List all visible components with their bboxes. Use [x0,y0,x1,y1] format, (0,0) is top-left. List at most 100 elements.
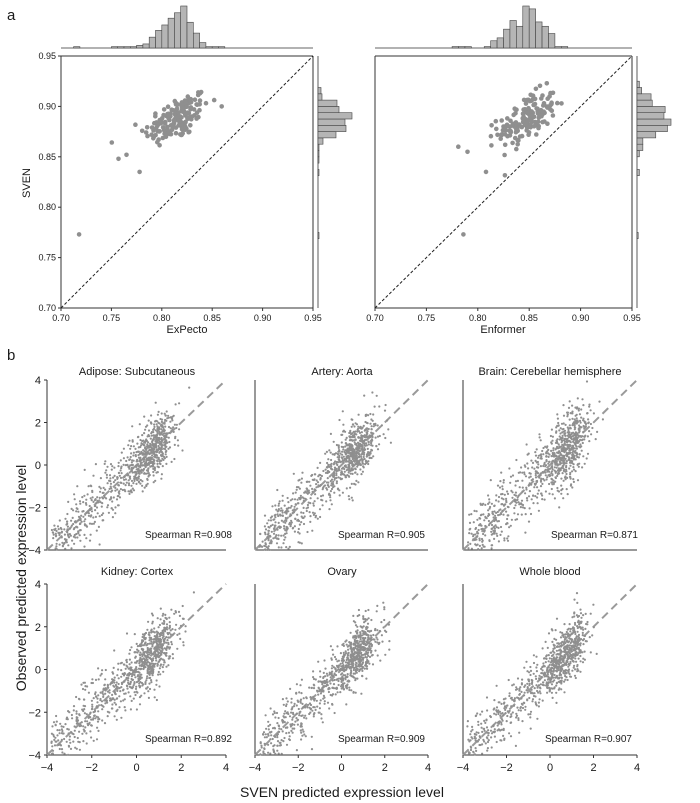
scatter-point [351,660,354,663]
scatter-point [109,699,112,702]
scatter-point [557,490,561,493]
scatter-point [131,471,134,474]
scatter-point [119,488,122,491]
scatter-point [527,117,533,123]
scatter-point [552,459,555,462]
scatter-point [115,710,118,713]
scatter-point [342,659,345,662]
scatter-point [545,478,548,481]
scatter-point [553,466,556,469]
scatter-point [384,436,387,440]
scatter-point [347,463,350,466]
spearman-annotation: Spearman R=0.871 [551,530,638,541]
scatter-point [142,449,145,452]
scatter-point [272,537,275,540]
histogram-bar [317,143,320,151]
identity-line [254,379,429,551]
scatter-point [343,682,346,685]
scatter-point [307,489,310,492]
scatter-point [535,448,538,451]
scatter-point [497,520,500,523]
scatter-point [351,462,354,465]
scatter-point [353,651,357,654]
scatter-point [91,703,94,706]
scatter-point [171,428,174,431]
scatter-point [152,652,155,656]
scatter-point [145,447,148,450]
scatter-point [259,753,262,756]
scatter-point [582,455,585,458]
scatter-point [117,465,120,468]
scatter-point [139,452,142,455]
scatter-point [165,410,168,413]
scatter-point [174,611,178,614]
scatter-point [265,546,269,549]
scatter-point [322,675,325,679]
scatter-point [277,546,280,549]
scatter-point [335,474,338,477]
scatter-point [586,452,590,455]
scatter-point [143,663,146,666]
scatter-point [75,710,78,713]
scatter-point [547,448,550,451]
scatter-point [115,718,118,721]
scatter-point [560,492,563,495]
scatter-point [144,472,148,475]
scatter-point [127,484,131,487]
scatter-point [312,513,315,517]
scatter-point [332,675,335,678]
scatter-point [78,725,81,728]
scatter-point [175,623,178,626]
scatter-point [342,656,345,659]
scatter-point [117,491,120,494]
scatter-point [158,685,161,688]
x-tick-label: 0.70 [366,313,384,323]
scatter-point [364,438,368,441]
scatter-point [58,532,61,536]
scatter-point [574,420,577,423]
scatter-point [76,232,82,237]
scatter-point [562,404,565,407]
scatter-point [139,657,142,660]
right-marginal-histogram [317,56,353,308]
scatter-point [114,489,117,492]
scatter-point [280,534,283,537]
scatter-point [493,525,496,528]
scatter-point [115,498,119,501]
scatter-point [273,735,276,738]
scatter-point [273,524,276,527]
scatter-point [157,456,160,459]
scatter-point [163,421,166,424]
scatter-point [557,452,560,455]
scatter-point [555,454,558,457]
scatter-point [495,532,498,535]
scatter-point [92,516,95,519]
scatter-point [309,502,312,505]
scatter-point [356,473,359,476]
scatter-point [348,467,351,470]
scatter-point [559,101,564,106]
scatter-point [51,725,54,728]
scatter-point [574,437,577,441]
scatter-point [350,449,354,452]
scatter-point [352,635,355,638]
scatter-point [361,426,364,429]
scatter-point [296,699,299,702]
scatter-point [313,500,316,503]
scatter-point [354,438,357,441]
scatter-point [89,711,92,715]
scatter-point [77,532,80,535]
scatter-point [316,517,319,520]
scatter-point [495,706,499,709]
scatter-point [342,674,345,677]
scatter-point [499,118,505,123]
scatter-point [175,426,178,430]
scatter-point [557,421,560,425]
scatter-point [487,509,490,512]
scatter-point [78,741,81,744]
identity-line [462,379,638,551]
scatter-point [148,435,151,438]
scatter-point [156,471,159,474]
scatter-point [338,449,341,452]
scatter-point [120,451,123,454]
